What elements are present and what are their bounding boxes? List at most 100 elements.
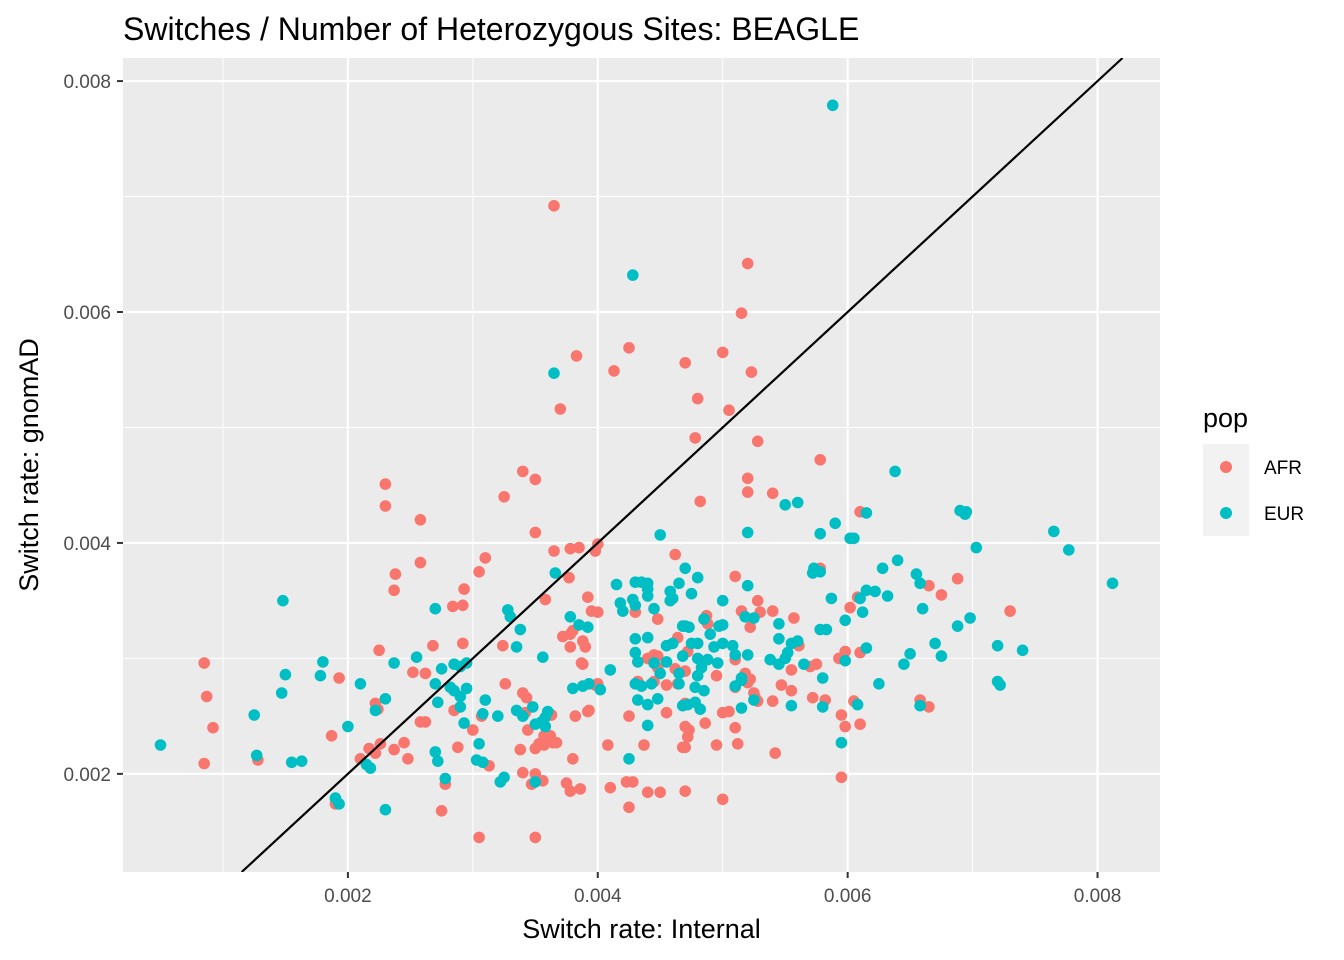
data-point-eur — [691, 637, 704, 650]
legend-key-eur — [1220, 507, 1232, 519]
data-point-eur — [835, 736, 848, 749]
data-point-eur — [729, 649, 741, 661]
data-point-afr — [198, 757, 210, 770]
data-point-afr — [419, 667, 432, 680]
data-point-afr — [398, 736, 410, 749]
data-point-eur — [460, 682, 473, 695]
data-point-eur — [711, 657, 724, 669]
data-point-afr — [447, 600, 459, 613]
data-point-afr — [529, 473, 542, 486]
data-point-eur — [632, 694, 644, 706]
data-point-afr — [835, 771, 848, 784]
data-point-eur — [492, 710, 504, 722]
data-point-eur — [785, 699, 798, 712]
data-point-afr — [529, 526, 542, 539]
data-point-afr — [325, 730, 338, 742]
data-point-eur — [275, 687, 288, 699]
data-point-eur — [773, 633, 785, 645]
data-point-eur — [816, 672, 829, 684]
data-point-eur — [479, 694, 492, 706]
data-point-eur — [860, 507, 873, 519]
data-point-afr — [729, 721, 741, 734]
data-point-eur — [567, 682, 579, 695]
data-point-eur — [935, 650, 948, 662]
data-point-afr — [679, 741, 691, 754]
data-point-eur — [369, 704, 382, 717]
data-point-eur — [432, 696, 444, 709]
data-point-afr — [716, 346, 729, 359]
data-point-afr — [514, 743, 527, 756]
data-point-eur — [529, 776, 542, 788]
data-point-eur — [704, 628, 716, 640]
plot-panel-edge-cover-bottom — [123, 872, 1160, 960]
data-point-eur — [314, 669, 327, 682]
data-point-eur — [873, 678, 885, 690]
data-point-afr — [200, 690, 213, 703]
data-point-afr — [741, 486, 754, 498]
data-point-eur — [735, 674, 748, 687]
data-point-eur — [429, 678, 442, 690]
legend: pop AFR EUR — [1203, 403, 1304, 536]
data-point-eur — [806, 567, 819, 579]
data-point-afr — [520, 691, 533, 704]
data-point-afr — [744, 673, 756, 685]
data-point-afr — [379, 500, 392, 512]
data-point-eur — [848, 532, 860, 545]
data-point-eur — [317, 656, 329, 668]
data-point-afr — [497, 639, 509, 652]
data-point-afr — [414, 514, 427, 526]
data-point-eur — [964, 612, 976, 624]
data-point-eur — [583, 678, 595, 690]
legend-label-eur: EUR — [1264, 504, 1304, 525]
data-point-eur — [594, 683, 607, 696]
data-point-eur — [458, 717, 470, 729]
data-point-eur — [851, 698, 864, 711]
data-point-eur — [685, 587, 698, 600]
data-point-eur — [666, 637, 679, 650]
data-point-eur — [726, 639, 739, 652]
y-tick-label: 0.006 — [63, 303, 111, 324]
data-point-afr — [735, 307, 748, 320]
data-point-eur — [910, 568, 923, 580]
data-point-afr — [579, 641, 592, 653]
data-point-eur — [904, 648, 916, 660]
data-point-eur — [689, 681, 701, 694]
data-point-eur — [691, 652, 704, 665]
data-point-eur — [1048, 525, 1060, 538]
data-point-afr — [388, 743, 400, 756]
data-point-eur — [537, 651, 549, 663]
data-point-eur — [829, 517, 841, 530]
data-point-afr — [806, 691, 819, 704]
data-point-afr — [567, 753, 579, 765]
data-point-afr — [563, 571, 575, 584]
data-point-afr — [788, 612, 800, 624]
data-point-eur — [741, 579, 754, 592]
data-point-afr — [498, 491, 510, 503]
data-point-afr — [810, 658, 823, 670]
y-axis: 0.002 0.004 0.006 0.008 — [63, 72, 123, 786]
data-point-eur — [816, 701, 829, 713]
x-tick-label: 0.008 — [1074, 886, 1122, 907]
data-point-eur — [573, 619, 585, 631]
data-point-eur — [429, 746, 442, 758]
data-point-eur — [635, 680, 648, 692]
data-point-eur — [739, 611, 751, 623]
data-point-afr — [592, 606, 604, 618]
data-point-afr — [548, 545, 560, 557]
data-point-afr — [529, 768, 542, 780]
data-point-eur — [698, 613, 710, 625]
data-point-eur — [914, 577, 926, 590]
data-point-eur — [814, 527, 826, 540]
data-point-eur — [250, 749, 263, 762]
x-axis-title: Switch rate: Internal — [522, 914, 761, 944]
data-point-eur — [429, 602, 442, 615]
reference-line — [240, 57, 1124, 873]
data-point-eur — [959, 508, 971, 520]
grid-minor — [123, 58, 1160, 872]
data-point-eur — [741, 649, 754, 661]
data-point-eur — [654, 529, 666, 541]
data-point-afr — [427, 639, 439, 652]
data-point-afr — [402, 753, 414, 765]
data-point-afr — [729, 570, 741, 583]
